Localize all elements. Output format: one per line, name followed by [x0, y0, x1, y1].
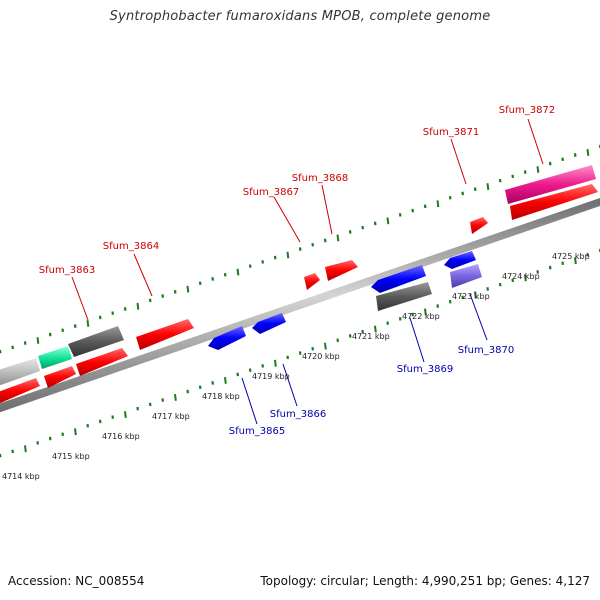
gene-feature[interactable] [470, 217, 488, 234]
scale-tick [486, 183, 490, 191]
gene-label: Sfum_3866 [270, 409, 326, 420]
scale-tick [274, 359, 277, 367]
scale-tick [86, 319, 90, 327]
gene-feature[interactable] [325, 260, 358, 281]
scale-tick [524, 274, 527, 282]
leader-line [282, 363, 298, 407]
gene-label: Sfum_3867 [243, 187, 299, 198]
gene-feature[interactable] [0, 358, 40, 386]
gene-feature[interactable] [38, 346, 72, 369]
leader-line [321, 184, 333, 235]
leader-line [450, 138, 467, 185]
scale-label: 4714 kbp [2, 472, 40, 481]
gene-feature[interactable] [76, 348, 128, 376]
accession-text: Accession: NC_008554 [8, 574, 145, 588]
scale-tick [136, 302, 140, 310]
scale-tick [236, 268, 240, 276]
topology-text: Topology: circular; Length: 4,990,251 bp… [260, 574, 590, 588]
scale-label: 4723 kbp [452, 292, 490, 301]
gene-label: Sfum_3868 [292, 173, 348, 184]
gene-label: Sfum_3865 [229, 426, 285, 437]
scale-tick [386, 217, 390, 225]
leader-line [273, 196, 301, 243]
scale-label: 4715 kbp [52, 452, 90, 461]
gene-feature[interactable] [252, 313, 286, 334]
leader-line [133, 253, 153, 297]
scale-tick [124, 411, 127, 419]
gene-feature[interactable] [304, 273, 320, 290]
scale-label: 4722 kbp [402, 312, 440, 321]
scale-tick [324, 342, 327, 350]
scale-label: 4721 kbp [352, 332, 390, 341]
leader-line [527, 118, 544, 165]
gene-feature[interactable] [510, 184, 598, 220]
leader-line [469, 293, 488, 341]
gene-feature[interactable] [376, 282, 432, 311]
scale-label: 4716 kbp [102, 432, 140, 441]
scale-ticks-outer [0, 144, 600, 354]
scale-label: 4718 kbp [202, 392, 240, 401]
gene-labels: Sfum_3863 Sfum_3864 Sfum_3865 Sfum_3866 … [39, 105, 555, 437]
gene-label: Sfum_3871 [423, 127, 479, 138]
gene-label: Sfum_3863 [39, 265, 95, 276]
gene-feature[interactable] [450, 264, 482, 288]
gene-label: Sfum_3869 [397, 364, 453, 375]
gene-label: Sfum_3870 [458, 345, 514, 356]
scale-tick [436, 200, 440, 208]
scale-labels: 4714 kbp 4715 kbp 4716 kbp 4717 kbp 4718 kbp… [2, 252, 590, 481]
gene-feature[interactable] [68, 326, 124, 357]
genome-backbone [0, 198, 600, 413]
gene-label: Sfum_3864 [103, 241, 159, 252]
scale-tick [174, 393, 177, 401]
scale-label: 4717 kbp [152, 412, 190, 421]
scale-tick [224, 376, 227, 384]
gene-feature[interactable] [0, 378, 40, 404]
scale-tick [574, 257, 577, 265]
leader-line [71, 276, 89, 321]
gene-feature[interactable] [444, 251, 476, 269]
scale-tick [74, 428, 77, 436]
label-leaders [71, 118, 544, 425]
gene-feature[interactable] [208, 326, 246, 350]
scale-tick [424, 308, 427, 316]
gene-feature[interactable] [505, 165, 596, 204]
scale-ticks-inner [0, 248, 600, 458]
gene-label: Sfum_3872 [499, 105, 555, 116]
scale-tick [474, 291, 477, 299]
scale-label: 4724 kbp [502, 272, 540, 281]
gene-features [0, 165, 598, 404]
gene-feature[interactable] [44, 366, 76, 388]
scale-tick [536, 166, 540, 173]
scale-tick [336, 234, 340, 242]
scale-label: 4720 kbp [302, 352, 340, 361]
scale-label: 4725 kbp [552, 252, 590, 261]
gene-feature[interactable] [136, 319, 194, 350]
scale-tick [36, 337, 40, 344]
gene-feature[interactable] [371, 265, 426, 293]
leader-line [241, 377, 258, 425]
scale-tick [24, 445, 27, 453]
scale-label: 4719 kbp [252, 372, 290, 381]
scale-tick [586, 148, 590, 156]
map-title: Syntrophobacter fumaroxidans MPOB, compl… [109, 9, 491, 24]
scale-tick [186, 285, 190, 293]
scale-tick [374, 325, 377, 333]
leader-line [409, 317, 425, 363]
scale-tick [286, 251, 290, 259]
